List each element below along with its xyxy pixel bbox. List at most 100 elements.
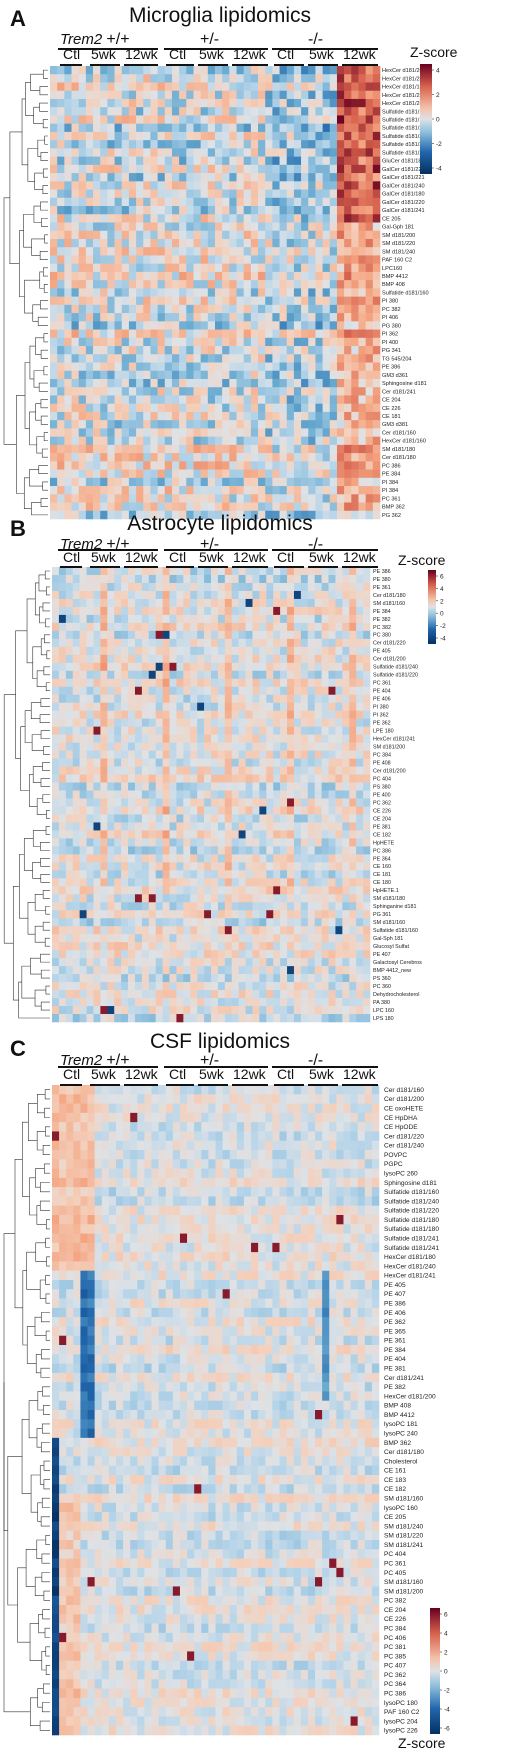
heatmap-cell [222, 338, 229, 347]
heatmap-cell [315, 313, 322, 322]
row-label: PI 380 [382, 299, 398, 305]
heatmap-cell [337, 181, 344, 190]
heatmap-cell [251, 321, 258, 330]
heatmap-cell [373, 313, 380, 322]
heatmap-cell [150, 198, 157, 207]
heatmap-cell [272, 255, 279, 264]
heatmap-cell [337, 321, 344, 330]
heatmap-cell [86, 255, 93, 264]
heatmap-cell [122, 395, 129, 404]
heatmap-cell [251, 148, 258, 157]
heatmap-cell [244, 231, 251, 240]
heatmap-cell [356, 870, 363, 878]
heatmap-cell [179, 387, 186, 396]
heatmap-cell [342, 918, 349, 926]
heatmap-cell [197, 878, 204, 886]
heatmap-cell [183, 775, 190, 783]
heatmap-cell [337, 74, 344, 83]
heatmap-cell [87, 767, 94, 775]
heatmap-cell [80, 886, 87, 894]
heatmap-cell [273, 910, 280, 918]
heatmap-cell [252, 958, 259, 966]
heatmap-cell [218, 910, 225, 918]
heatmap-cell [59, 679, 66, 687]
heatmap-cell [244, 338, 251, 347]
heatmap-cell [244, 239, 251, 248]
heatmap-cell [344, 428, 351, 437]
heatmap-cell [252, 575, 259, 583]
heatmap-cell [80, 735, 87, 743]
heatmap-cell [356, 862, 363, 870]
heatmap-cell [258, 445, 265, 454]
heatmap-cell [149, 846, 156, 854]
heatmap-cell [158, 404, 165, 413]
heatmap-cell [330, 354, 337, 363]
heatmap-cell [163, 791, 170, 799]
heatmap-cell [143, 107, 150, 116]
heatmap-cell [211, 767, 218, 775]
heatmap-cell [142, 822, 149, 830]
heatmap-cell [308, 783, 315, 791]
heatmap-cell [136, 354, 143, 363]
heatmap-cell [52, 791, 59, 799]
heatmap-cell [87, 894, 94, 902]
heatmap-cell [232, 631, 239, 639]
heatmap-cell [176, 798, 183, 806]
heatmap-cell [86, 395, 93, 404]
heatmap-cell [373, 395, 380, 404]
heatmap-cell [294, 140, 301, 149]
heatmap-cell [87, 830, 94, 838]
heatmap-cell [237, 264, 244, 273]
heatmap-cell [79, 404, 86, 413]
heatmap-cell [186, 157, 193, 166]
heatmap-cell [186, 82, 193, 91]
heatmap-cell [287, 727, 294, 735]
heatmap-cell [193, 470, 200, 479]
heatmap-cell [335, 798, 342, 806]
heatmap-cell [232, 671, 239, 679]
heatmap-cell [287, 854, 294, 862]
heatmap-cell [59, 830, 66, 838]
heatmap-cell [64, 280, 71, 289]
heatmap-cell [351, 74, 358, 83]
heatmap-cell [244, 470, 251, 479]
heatmap-cell [183, 966, 190, 974]
heatmap-cell [170, 695, 177, 703]
heatmap-cell [294, 703, 301, 711]
heatmap-cell [301, 437, 308, 446]
heatmap-cell [190, 838, 197, 846]
heatmap-cell [64, 387, 71, 396]
heatmap-cell [136, 494, 143, 503]
heatmap-cell [215, 387, 222, 396]
heatmap-cell [183, 671, 190, 679]
heatmap-cell [150, 470, 157, 479]
heatmap-cell [93, 132, 100, 141]
heatmap-cell [72, 181, 79, 190]
heatmap-cell [349, 870, 356, 878]
heatmap-cell [265, 132, 272, 141]
heatmap-cell [225, 878, 232, 886]
heatmap-cell [335, 942, 342, 950]
heatmap-cell [239, 647, 246, 655]
heatmap-cell [79, 288, 86, 297]
heatmap-cell [258, 99, 265, 108]
heatmap-cell [208, 132, 215, 141]
heatmap-cell [73, 791, 80, 799]
heatmap-cell [222, 503, 229, 512]
heatmap-cell [129, 107, 136, 116]
heatmap-cell [335, 966, 342, 974]
heatmap-cell [122, 371, 129, 380]
heatmap-cell [265, 198, 272, 207]
heatmap-cell [232, 798, 239, 806]
heatmap-cell [193, 420, 200, 429]
heatmap-cell [201, 132, 208, 141]
heatmap-cell [150, 190, 157, 199]
heatmap-cell [186, 313, 193, 322]
heatmap-cell [344, 239, 351, 248]
heatmap-cell [64, 470, 71, 479]
heatmap-cell [86, 387, 93, 396]
heatmap-cell [252, 743, 259, 751]
heatmap-cell [329, 894, 336, 902]
heatmap-cell [73, 886, 80, 894]
heatmap-cell [128, 567, 135, 575]
